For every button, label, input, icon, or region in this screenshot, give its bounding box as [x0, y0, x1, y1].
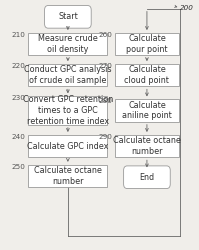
FancyBboxPatch shape — [115, 135, 179, 157]
FancyBboxPatch shape — [115, 33, 179, 56]
Text: Start: Start — [58, 12, 78, 21]
Text: 250: 250 — [12, 164, 25, 170]
Text: Calculate octane
number: Calculate octane number — [34, 166, 102, 186]
Text: Measure crude
oil density: Measure crude oil density — [38, 34, 98, 54]
FancyBboxPatch shape — [45, 6, 91, 28]
Text: Conduct GPC analysis
of crude oil sample: Conduct GPC analysis of crude oil sample — [24, 66, 112, 85]
Text: 280: 280 — [99, 98, 112, 104]
Text: Convert GPC retention
times to a GPC
retention time index: Convert GPC retention times to a GPC ret… — [23, 95, 113, 126]
FancyBboxPatch shape — [28, 165, 107, 187]
Text: Calculate octane
number: Calculate octane number — [113, 136, 181, 156]
FancyBboxPatch shape — [28, 96, 107, 125]
Text: End: End — [139, 173, 154, 182]
FancyBboxPatch shape — [28, 135, 107, 157]
Text: Calculate GPC index: Calculate GPC index — [27, 142, 109, 151]
Text: Calculate
aniline point: Calculate aniline point — [122, 101, 172, 120]
Text: 290: 290 — [99, 134, 112, 140]
Text: 220: 220 — [12, 63, 25, 69]
Text: Calculate
pour point: Calculate pour point — [126, 34, 168, 54]
Text: 210: 210 — [12, 32, 25, 38]
FancyBboxPatch shape — [115, 100, 179, 122]
FancyBboxPatch shape — [28, 33, 107, 56]
Text: 270: 270 — [99, 63, 112, 69]
FancyBboxPatch shape — [124, 166, 170, 188]
Text: 230: 230 — [12, 95, 25, 101]
Text: 260: 260 — [99, 32, 112, 38]
Text: Calculate
cloud point: Calculate cloud point — [125, 66, 169, 85]
FancyBboxPatch shape — [28, 64, 107, 86]
Text: 240: 240 — [12, 134, 25, 140]
Text: 200: 200 — [179, 5, 193, 11]
FancyBboxPatch shape — [115, 64, 179, 86]
